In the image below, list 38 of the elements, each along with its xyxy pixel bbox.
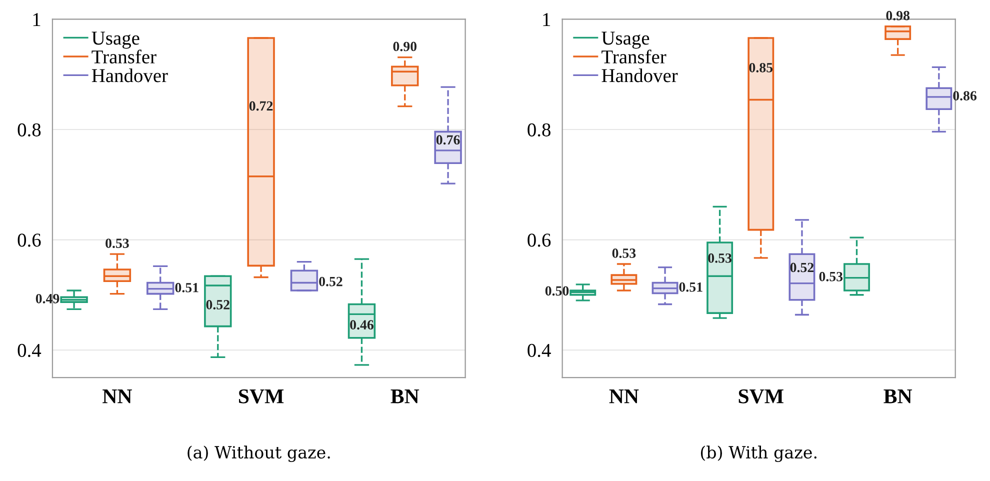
text: 0.49: [36, 294, 60, 304]
x-tick-label: BN: [390, 390, 420, 404]
text: 0.53: [612, 248, 636, 258]
legend-label: Transfer: [602, 50, 666, 64]
legend-label: Usage: [92, 32, 140, 49]
legend-label: Handover: [602, 68, 678, 82]
text: 0.52: [319, 276, 342, 286]
text: 0.90: [393, 42, 417, 52]
y-tick-label: 1: [543, 13, 550, 26]
text: 0.51: [679, 282, 702, 292]
text: 0.51: [175, 282, 198, 292]
y-tick-label: 0.4: [18, 344, 42, 358]
y-tick-label: 0.8: [18, 123, 41, 137]
text: 0.98: [886, 10, 910, 20]
text: 0.52: [206, 300, 230, 310]
y-tick-label: 0.6: [528, 234, 551, 247]
text: 0.53: [819, 272, 843, 282]
text: 0.86: [953, 91, 977, 101]
x-tick-label: SVM: [239, 389, 284, 404]
legend-label: Usage: [602, 32, 650, 49]
text: (a) Without gaze.: [188, 446, 330, 462]
text: 0.76: [436, 135, 460, 145]
text: 0.72: [249, 101, 273, 111]
y-tick-label: 0.8: [528, 123, 550, 137]
text: 0.50: [545, 286, 569, 296]
legend-label: Handover: [92, 68, 168, 82]
text: 0.46: [350, 320, 374, 330]
legend-label: Transfer: [92, 50, 156, 64]
x-tick-label: NN: [609, 390, 639, 404]
x-tick-label: BN: [884, 390, 912, 404]
text: 0.52: [790, 262, 814, 272]
y-tick-label: 1: [33, 13, 40, 26]
text: 0.53: [106, 238, 129, 248]
y-tick-label: 0.6: [18, 234, 41, 247]
x-tick-label: SVM: [738, 389, 784, 404]
x-tick-label: NN: [102, 390, 132, 404]
y-tick-label: 0.4: [528, 344, 551, 358]
text: (b) With gaze.: [700, 446, 816, 462]
